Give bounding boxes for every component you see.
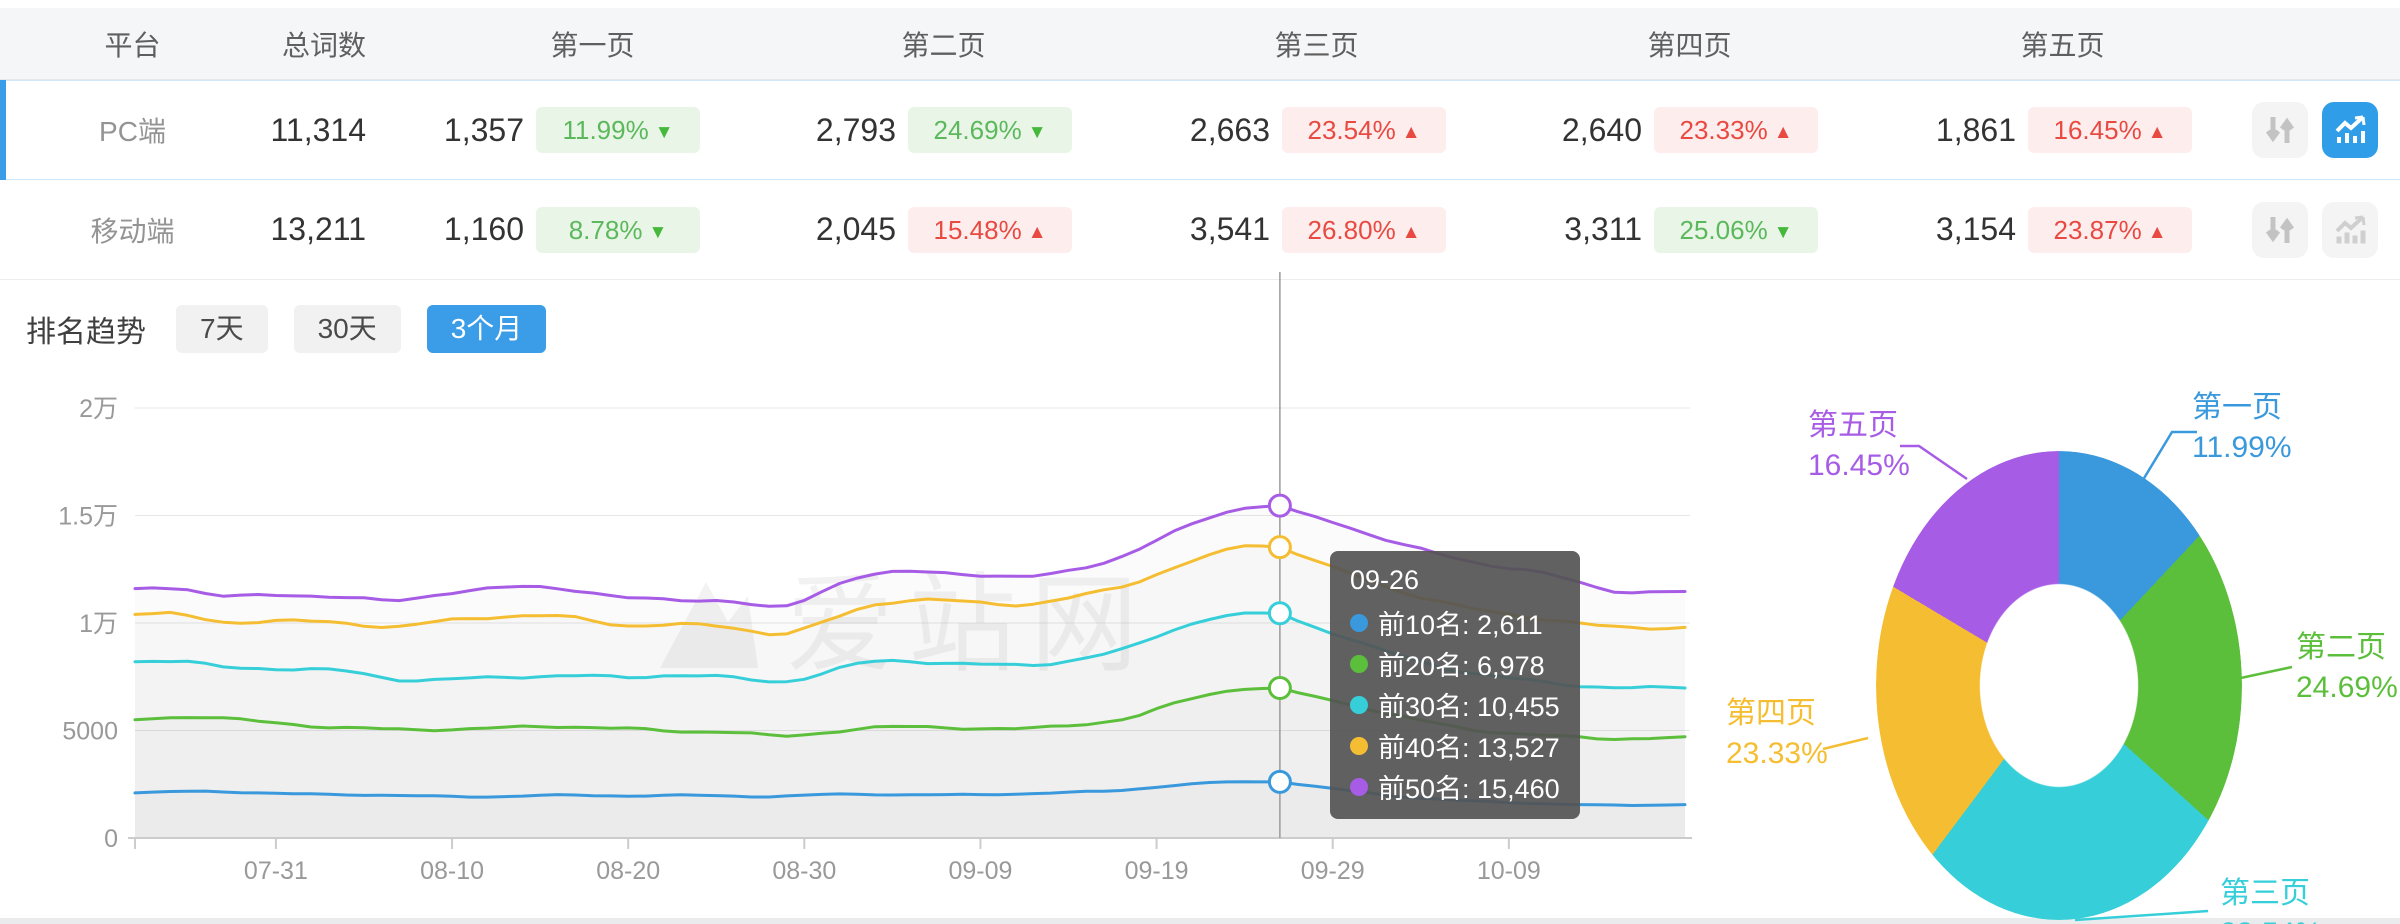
sort-button[interactable] <box>2252 201 2308 258</box>
donut-label-page3: 第三页23.54% <box>2220 877 2322 924</box>
page5-pct-badge: 23.87% ▲ <box>2028 206 2192 253</box>
trend-arrow-icon: ▼ <box>1027 122 1047 143</box>
trend-chart-button[interactable] <box>2322 102 2378 158</box>
donut-label-page2: 第二页 24.69% <box>2296 631 2398 704</box>
header-page3: 第三页 <box>1274 29 1359 61</box>
tab-30days[interactable]: 30天 <box>293 305 401 353</box>
table-row-mobile[interactable]: 移动端 13,211 1,160 8.78% ▼ 2,045 15.48% ▲ 3,… <box>0 180 2400 280</box>
donut-label-page1: 第一页 11.99% <box>2192 391 2292 464</box>
header-total-words: 总词数 <box>281 29 366 61</box>
page-distribution-donut[interactable] <box>1876 451 2242 920</box>
header-page2: 第二页 <box>901 29 986 61</box>
page1-cell: 1,160 8.78% ▼ <box>370 206 700 253</box>
page1-count: 1,357 <box>443 111 524 148</box>
total-words-value: 11,314 <box>270 111 367 148</box>
page5-count: 3,154 <box>1935 211 2016 247</box>
chart-tooltip: 09-26 前10名: 2,611 前20名: 6,978 前30名: 10,4… <box>1330 551 1580 819</box>
trend-arrow-icon: ▲ <box>2147 122 2167 143</box>
page2-pct-badge: 15.48% ▲ <box>908 206 1072 253</box>
page2-count: 2,045 <box>815 211 896 247</box>
series-dot-icon <box>1350 736 1368 755</box>
trend-toolbar: 排名趋势 7天 30天 3个月 <box>26 304 2400 354</box>
platform-label: PC端 <box>99 116 166 147</box>
tab-7days[interactable]: 7天 <box>176 305 268 353</box>
page5-cell: 1,861 16.45% ▲ <box>1818 107 2192 153</box>
tooltip-row: 前10名: 2,611 <box>1350 602 1560 643</box>
page5-cell: 3,154 23.87% ▲ <box>1818 206 2192 253</box>
trend-chart-button[interactable] <box>2322 201 2378 258</box>
page1-pct-badge: 8.78% ▼ <box>536 206 700 253</box>
page3-cell: 2,663 23.54% ▲ <box>1072 107 1446 153</box>
page4-pct-badge: 23.33% ▲ <box>1654 107 1818 153</box>
trend-arrow-icon: ▲ <box>1773 122 1793 143</box>
header-page1: 第一页 <box>550 29 635 61</box>
tab-3months[interactable]: 3个月 <box>426 305 547 353</box>
page1-count: 1,160 <box>443 211 524 247</box>
trend-arrow-icon: ▲ <box>1027 221 1047 243</box>
series-dot-icon <box>1350 654 1368 673</box>
page1-pct-badge: 11.99% ▼ <box>536 107 700 153</box>
page3-count: 3,541 <box>1189 211 1270 247</box>
page1-cell: 1,357 11.99% ▼ <box>370 107 700 153</box>
page4-pct-badge: 25.06% ▼ <box>1654 206 1818 253</box>
trend-title: 排名趋势 <box>26 316 146 349</box>
page5-count: 1,861 <box>1935 111 2016 148</box>
series-dot-icon <box>1350 613 1368 632</box>
page3-count: 2,663 <box>1189 111 1270 148</box>
total-words-value: 13,211 <box>270 211 367 247</box>
page4-count: 3,311 <box>1564 211 1642 247</box>
page4-cell: 3,311 25.06% ▼ <box>1446 206 1818 253</box>
chart-icon <box>2335 115 2366 143</box>
sort-arrows-icon <box>2265 216 2295 243</box>
trend-arrow-icon: ▲ <box>1401 221 1421 243</box>
donut-label-page5: 第五页 16.45% <box>1808 409 1910 482</box>
trend-arrow-icon: ▲ <box>1401 122 1421 143</box>
table-row-pc[interactable]: PC端 11,314 1,357 11.99% ▼ 2,793 24.69% ▼ 2… <box>0 80 2400 180</box>
sort-arrows-icon <box>2265 117 2295 143</box>
tooltip-row: 前20名: 6,978 <box>1350 643 1560 684</box>
trend-arrow-icon: ▼ <box>1773 221 1793 243</box>
trend-arrow-icon: ▼ <box>648 221 668 243</box>
header-page4: 第四页 <box>1647 29 1732 61</box>
sort-button[interactable] <box>2252 102 2308 158</box>
table-header-row: 平台 总词数 第一页 第二页 第三页 第四页 第五页 <box>0 8 2400 80</box>
page5-pct-badge: 16.45% ▲ <box>2028 107 2192 153</box>
page2-pct-badge: 24.69% ▼ <box>908 107 1072 153</box>
page3-pct-badge: 26.80% ▲ <box>1282 206 1446 253</box>
trend-arrow-icon: ▼ <box>654 122 674 143</box>
page2-cell: 2,045 15.48% ▲ <box>700 206 1072 253</box>
trend-arrow-icon: ▲ <box>2147 221 2167 243</box>
page4-count: 2,640 <box>1561 111 1642 148</box>
page3-cell: 3,541 26.80% ▲ <box>1072 206 1446 253</box>
page2-cell: 2,793 24.69% ▼ <box>700 107 1072 153</box>
header-page5: 第五页 <box>2020 29 2105 61</box>
tooltip-row: 前40名: 13,527 <box>1350 725 1560 766</box>
series-dot-icon <box>1350 695 1368 714</box>
chart-icon <box>2335 215 2366 243</box>
page2-count: 2,793 <box>815 111 896 148</box>
header-platform: 平台 <box>104 29 161 61</box>
page4-cell: 2,640 23.33% ▲ <box>1446 107 1818 153</box>
tooltip-row: 前30名: 10,455 <box>1350 684 1560 725</box>
tooltip-date: 09-26 <box>1350 565 1420 595</box>
donut-label-page4: 第四页 23.33% <box>1726 697 1828 770</box>
tooltip-row: 前50名: 15,460 <box>1350 766 1560 807</box>
page3-pct-badge: 23.54% ▲ <box>1282 107 1446 153</box>
platform-label: 移动端 <box>90 215 175 247</box>
series-dot-icon <box>1350 777 1368 796</box>
